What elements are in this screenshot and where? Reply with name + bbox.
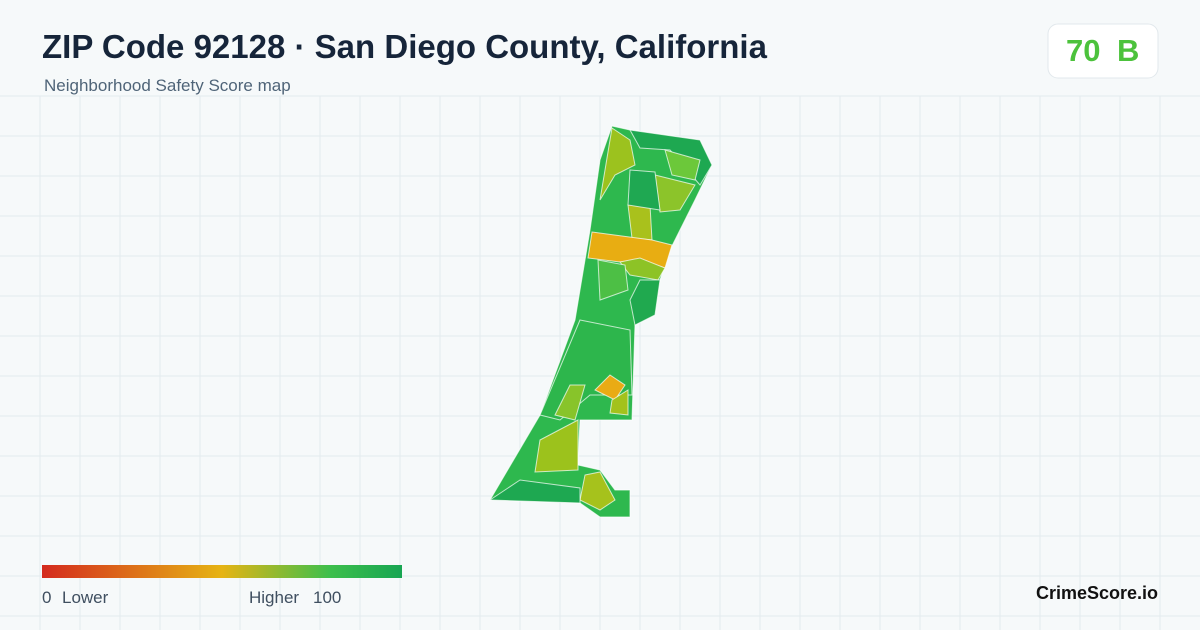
region [488,479,581,504]
region [534,419,579,473]
score: 70 [1066,33,1101,68]
grid [0,95,1200,630]
region [554,384,586,421]
zip-area [488,125,713,518]
legend-max: 100 [313,588,342,607]
region [489,125,713,518]
region [597,259,629,301]
subtitle: Neighborhood Safety Score map [44,76,291,95]
grade: B [1117,33,1140,68]
score-badge [1047,23,1159,79]
region [629,279,661,326]
region [609,389,629,416]
legend-min: 0 [42,588,52,607]
region [627,204,653,241]
region [594,374,626,401]
region [627,169,661,211]
legend-min-label: Lower [62,588,109,607]
legend-bar [42,565,402,578]
region [619,257,666,281]
region [664,149,701,181]
region [579,471,616,511]
legend-max-label: Higher [249,588,300,607]
brand: CrimeScore.io [1035,583,1158,603]
region [599,127,636,201]
title: ZIP Code 92128 · San Diego County, Calif… [42,28,767,65]
